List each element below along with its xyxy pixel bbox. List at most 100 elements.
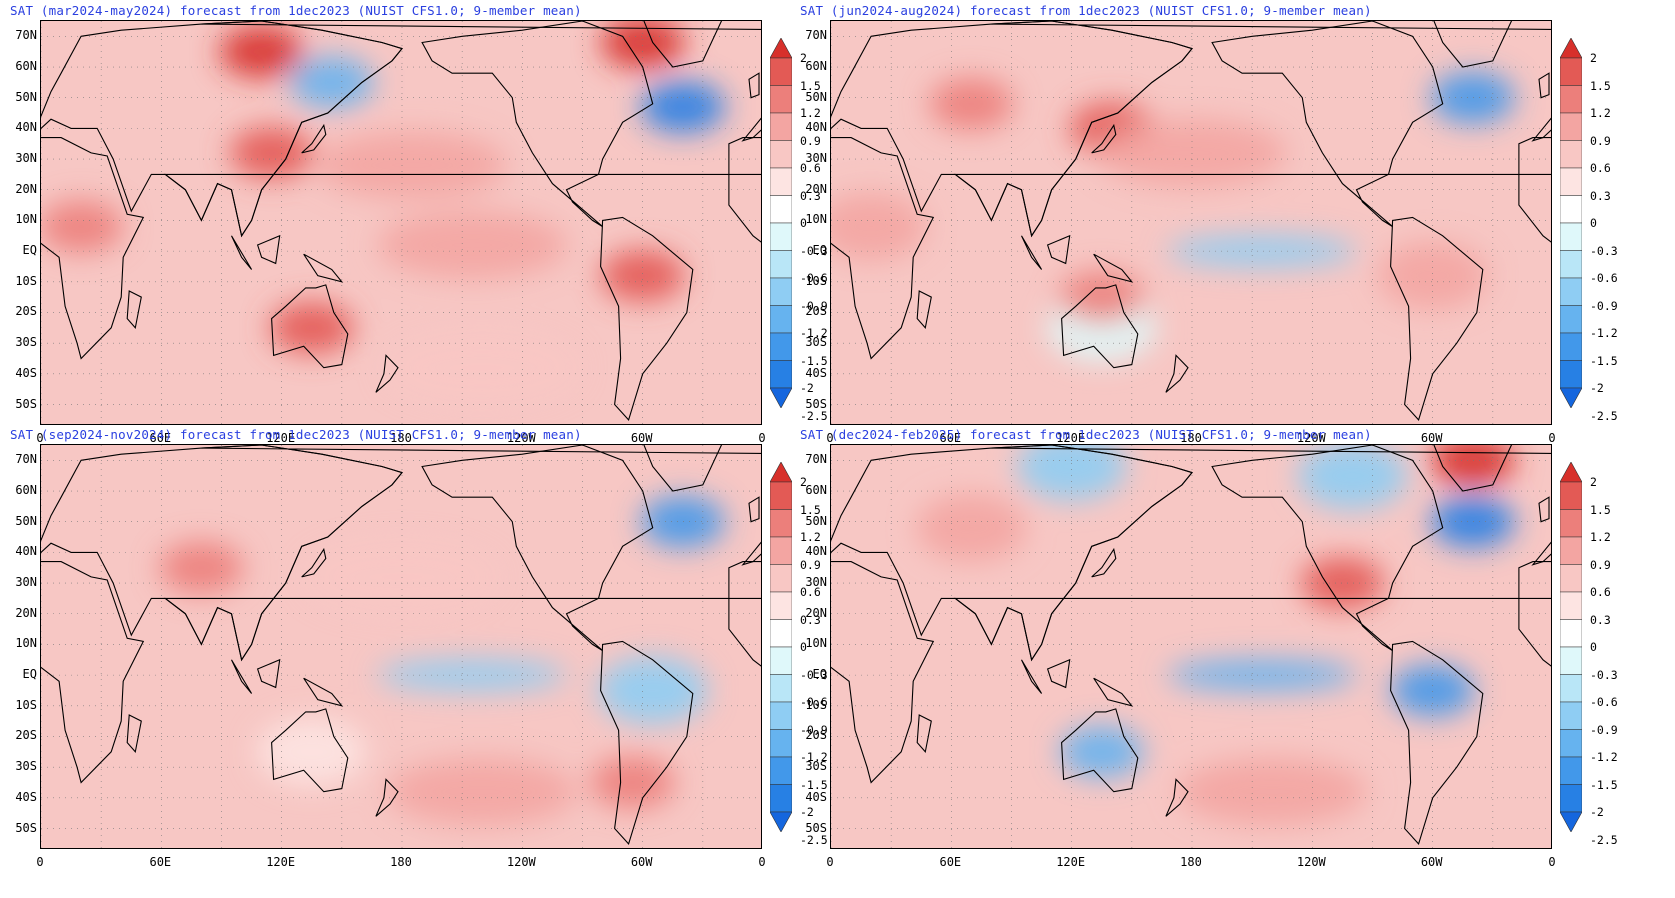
lat-tick-label: 10S	[805, 697, 827, 712]
colorbar-label: -0.9	[800, 298, 828, 313]
coastline	[256, 234, 281, 265]
colorbar-segment	[770, 564, 792, 593]
coastline	[748, 72, 760, 99]
anomaly-region	[377, 659, 568, 692]
colorbar-label: 0.9	[800, 133, 821, 148]
panel-title: SAT (dec2024-feb2025) forecast from 1dec…	[800, 427, 1372, 442]
lat-tick-label: 40N	[805, 120, 827, 135]
coastline	[748, 496, 760, 523]
coastline	[1165, 778, 1189, 817]
lat-tick-label: 30S	[805, 335, 827, 350]
colorbar-label: -2	[800, 381, 814, 395]
lat-tick-label: 20S	[15, 728, 37, 743]
map-panel: SAT (jun2024-aug2024) forecast from 1dec…	[790, 0, 1627, 449]
colorbar-label: 1.5	[800, 502, 821, 517]
colorbar-segment	[770, 57, 792, 86]
lat-tick-label: 30S	[15, 759, 37, 774]
colorbar-label: 0.9	[1590, 557, 1611, 572]
coastline	[1165, 354, 1189, 393]
colorbar-segment	[770, 277, 792, 306]
coastline	[1091, 123, 1117, 154]
map-panel: SAT (dec2024-feb2025) forecast from 1dec…	[790, 424, 1627, 873]
anomaly-region	[916, 493, 1027, 562]
anomaly-map	[830, 444, 1552, 849]
colorbar-label: -0.9	[1590, 722, 1618, 737]
colorbar-label: -2	[800, 805, 814, 819]
anomaly-region	[269, 301, 354, 354]
anomaly-region	[1059, 271, 1144, 324]
colorbar-label: -2	[1590, 805, 1604, 819]
coastline	[1538, 72, 1550, 99]
lat-tick-label: 40N	[805, 544, 827, 559]
coastline	[1390, 216, 1484, 421]
colorbar-segment	[1560, 360, 1582, 389]
lat-tick-label: 40N	[15, 120, 37, 135]
anomaly-region	[1390, 664, 1475, 717]
colorbar-segment	[770, 360, 792, 389]
colorbar-segment	[1560, 756, 1582, 785]
colorbar-bottom-arrow	[770, 387, 792, 408]
lat-tick-label: 50N	[15, 513, 37, 528]
colorbar-segment	[1560, 250, 1582, 279]
colorbar-segment	[770, 729, 792, 758]
coastline	[1433, 445, 1513, 492]
lon-tick-label: 120W	[506, 431, 536, 445]
colorbar	[770, 462, 792, 832]
anomaly-region	[289, 56, 374, 109]
map-panel: SAT (mar2024-may2024) forecast from 1dec…	[0, 0, 837, 449]
colorbar-label: -1.2	[800, 326, 828, 340]
colorbar-label: -0.9	[800, 722, 828, 737]
colorbar-segment	[770, 646, 792, 675]
lat-tick-label: 30N	[805, 575, 827, 590]
lat-tick-label: 10S	[15, 273, 37, 288]
colorbar-segment	[770, 332, 792, 361]
colorbar-label: 0.3	[800, 612, 821, 627]
lon-tick-label: 60W	[1420, 855, 1443, 869]
colorbar-label: -2.5	[800, 832, 828, 847]
colorbar-label: 1.5	[800, 78, 821, 93]
lon-tick-label: 0	[826, 431, 834, 445]
lat-tick-label: 30S	[15, 335, 37, 350]
lat-tick-label: 20S	[805, 728, 827, 743]
coastline	[375, 778, 399, 817]
lat-tick-label: 30S	[805, 759, 827, 774]
colorbar-segment	[1560, 112, 1582, 141]
lat-tick-label: 70N	[805, 452, 827, 467]
colorbar-segment	[1560, 305, 1582, 334]
colorbar-label: 1.5	[1590, 78, 1611, 93]
colorbar-label: -0.6	[800, 695, 828, 709]
colorbar-label: 0	[800, 216, 807, 230]
colorbar-segment	[770, 756, 792, 785]
lat-tick-label: EQ	[22, 667, 37, 682]
lat-tick-label: 40S	[805, 789, 827, 804]
coastline	[831, 561, 935, 784]
anomaly-region	[1377, 241, 1488, 310]
coastline	[916, 714, 932, 754]
panel-title: SAT (jun2024-aug2024) forecast from 1dec…	[800, 3, 1372, 18]
coastline	[126, 714, 142, 754]
map-canvas	[831, 445, 1551, 848]
lat-tick-label: 20N	[15, 605, 37, 620]
lon-tick-label: 180	[1180, 855, 1202, 869]
colorbar	[1560, 462, 1582, 832]
coastline	[1093, 253, 1134, 283]
coastline	[271, 708, 349, 793]
colorbar-segment	[1560, 85, 1582, 114]
coastline	[163, 21, 761, 238]
colorbar-label: 0.9	[1590, 133, 1611, 148]
colorbar-label: 1.2	[800, 530, 821, 544]
colorbar-segment	[770, 509, 792, 538]
coastline	[600, 640, 694, 845]
lat-tick-label: 50S	[805, 820, 827, 835]
coastline	[421, 21, 654, 228]
anomaly-region	[1177, 757, 1368, 826]
lat-tick-label: 20N	[805, 181, 827, 196]
coastline	[41, 137, 145, 360]
coastline	[303, 253, 344, 283]
coastline	[375, 354, 399, 393]
lon-tick-label: 0	[1548, 855, 1556, 869]
colorbar-label: -0.3	[1590, 243, 1618, 258]
colorbar-segment	[770, 701, 792, 730]
colorbar-segment	[1560, 729, 1582, 758]
coastline	[1211, 445, 1444, 652]
